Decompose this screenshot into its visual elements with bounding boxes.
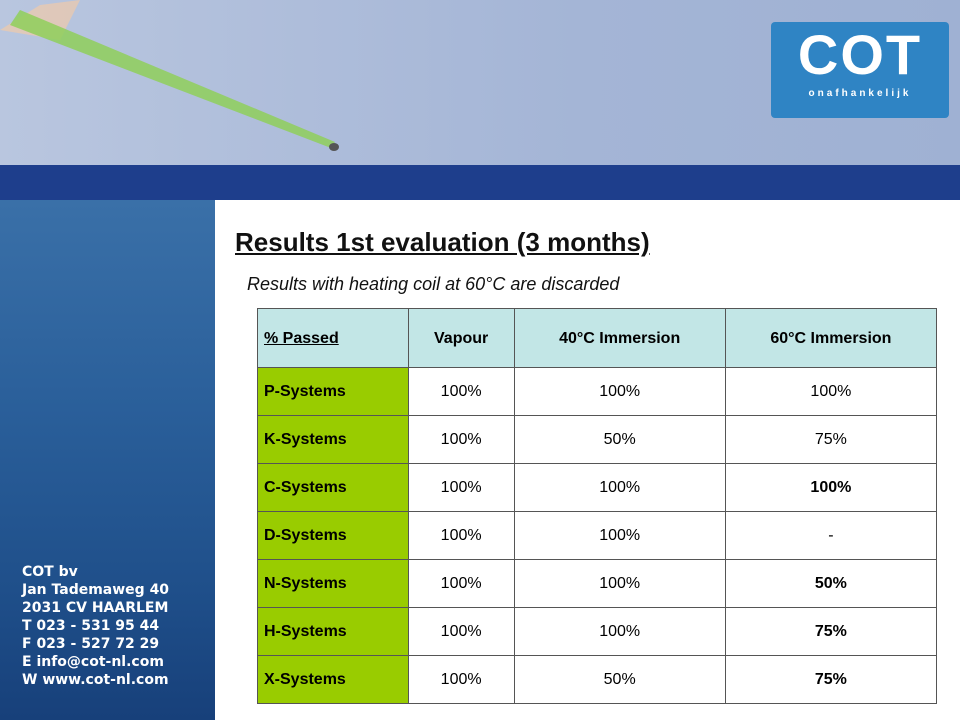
cell: 75% bbox=[724, 655, 938, 704]
cell: 100% bbox=[724, 367, 938, 416]
pipette bbox=[0, 0, 339, 151]
cell: 100% bbox=[407, 607, 515, 656]
logo-name: COT bbox=[797, 23, 923, 86]
row: N-Systems 100% 100% 50% bbox=[257, 559, 938, 608]
title-band bbox=[0, 165, 960, 200]
cell: 50% bbox=[513, 415, 726, 464]
logo: COT onafhankelijk bbox=[771, 22, 949, 118]
cell: D-Systems bbox=[257, 511, 409, 560]
cell: 100% bbox=[513, 511, 726, 560]
sidebar bbox=[0, 200, 215, 720]
contact-line: F 023 - 527 72 29 bbox=[22, 636, 160, 652]
cell: 100% bbox=[407, 367, 515, 416]
header-row: % Passed Vapour 40°C Immersion 60°C Immersi… bbox=[257, 308, 938, 368]
contact-line: T 023 - 531 95 44 bbox=[22, 618, 160, 634]
subtitle: Results with heating coil at 60°C are di… bbox=[247, 274, 620, 294]
contact-line: E info@cot-nl.com bbox=[22, 654, 164, 670]
cell: 100% bbox=[513, 463, 726, 512]
contact-line: COT bv bbox=[22, 564, 78, 580]
cell: 50% bbox=[724, 559, 938, 608]
contact: COT bv Jan Tademaweg 40 2031 CV HAARLEM T 0… bbox=[22, 563, 169, 689]
contact-line: 2031 CV HAARLEM bbox=[22, 600, 169, 616]
cell: 100% bbox=[407, 655, 515, 704]
logo-tagline: onafhankelijk bbox=[808, 88, 912, 99]
header-cell: 40°C Immersion bbox=[513, 308, 726, 368]
slide-title: Results 1st evaluation (3 months) bbox=[235, 227, 650, 257]
cell: H-Systems bbox=[257, 607, 409, 656]
cell: K-Systems bbox=[257, 415, 409, 464]
cell: 100% bbox=[407, 463, 515, 512]
cell: 50% bbox=[513, 655, 726, 704]
cell: 100% bbox=[407, 559, 515, 608]
header-cell: % Passed bbox=[257, 308, 409, 368]
contact-line: Jan Tademaweg 40 bbox=[22, 582, 170, 598]
row: X-Systems 100% 50% 75% bbox=[257, 655, 938, 704]
cell: 100% bbox=[407, 511, 515, 560]
contact-line: W www.cot-nl.com bbox=[22, 672, 169, 688]
row: D-Systems 100% 100% - bbox=[257, 511, 938, 560]
cell: 100% bbox=[724, 463, 938, 512]
cell: 75% bbox=[724, 607, 938, 656]
row: P-Systems 100% 100% 100% bbox=[257, 367, 938, 416]
cell: - bbox=[724, 511, 938, 560]
header-cell: Vapour bbox=[407, 308, 515, 368]
header-cell: 60°C Immersion bbox=[724, 308, 938, 368]
row: C-Systems 100% 100% 100% bbox=[257, 463, 938, 512]
row: K-Systems 100% 50% 75% bbox=[257, 415, 938, 464]
cell: 100% bbox=[407, 415, 515, 464]
cell: X-Systems bbox=[257, 655, 409, 704]
results-table: % Passed Vapour 40°C Immersion 60°C Immersi… bbox=[257, 308, 938, 704]
cell: 75% bbox=[724, 415, 938, 464]
cell: P-Systems bbox=[257, 367, 409, 416]
cell: C-Systems bbox=[257, 463, 409, 512]
cell: N-Systems bbox=[257, 559, 409, 608]
cell: 100% bbox=[513, 607, 726, 656]
row: H-Systems 100% 100% 75% bbox=[257, 607, 938, 656]
cell: 100% bbox=[513, 559, 726, 608]
cell: 100% bbox=[513, 367, 726, 416]
